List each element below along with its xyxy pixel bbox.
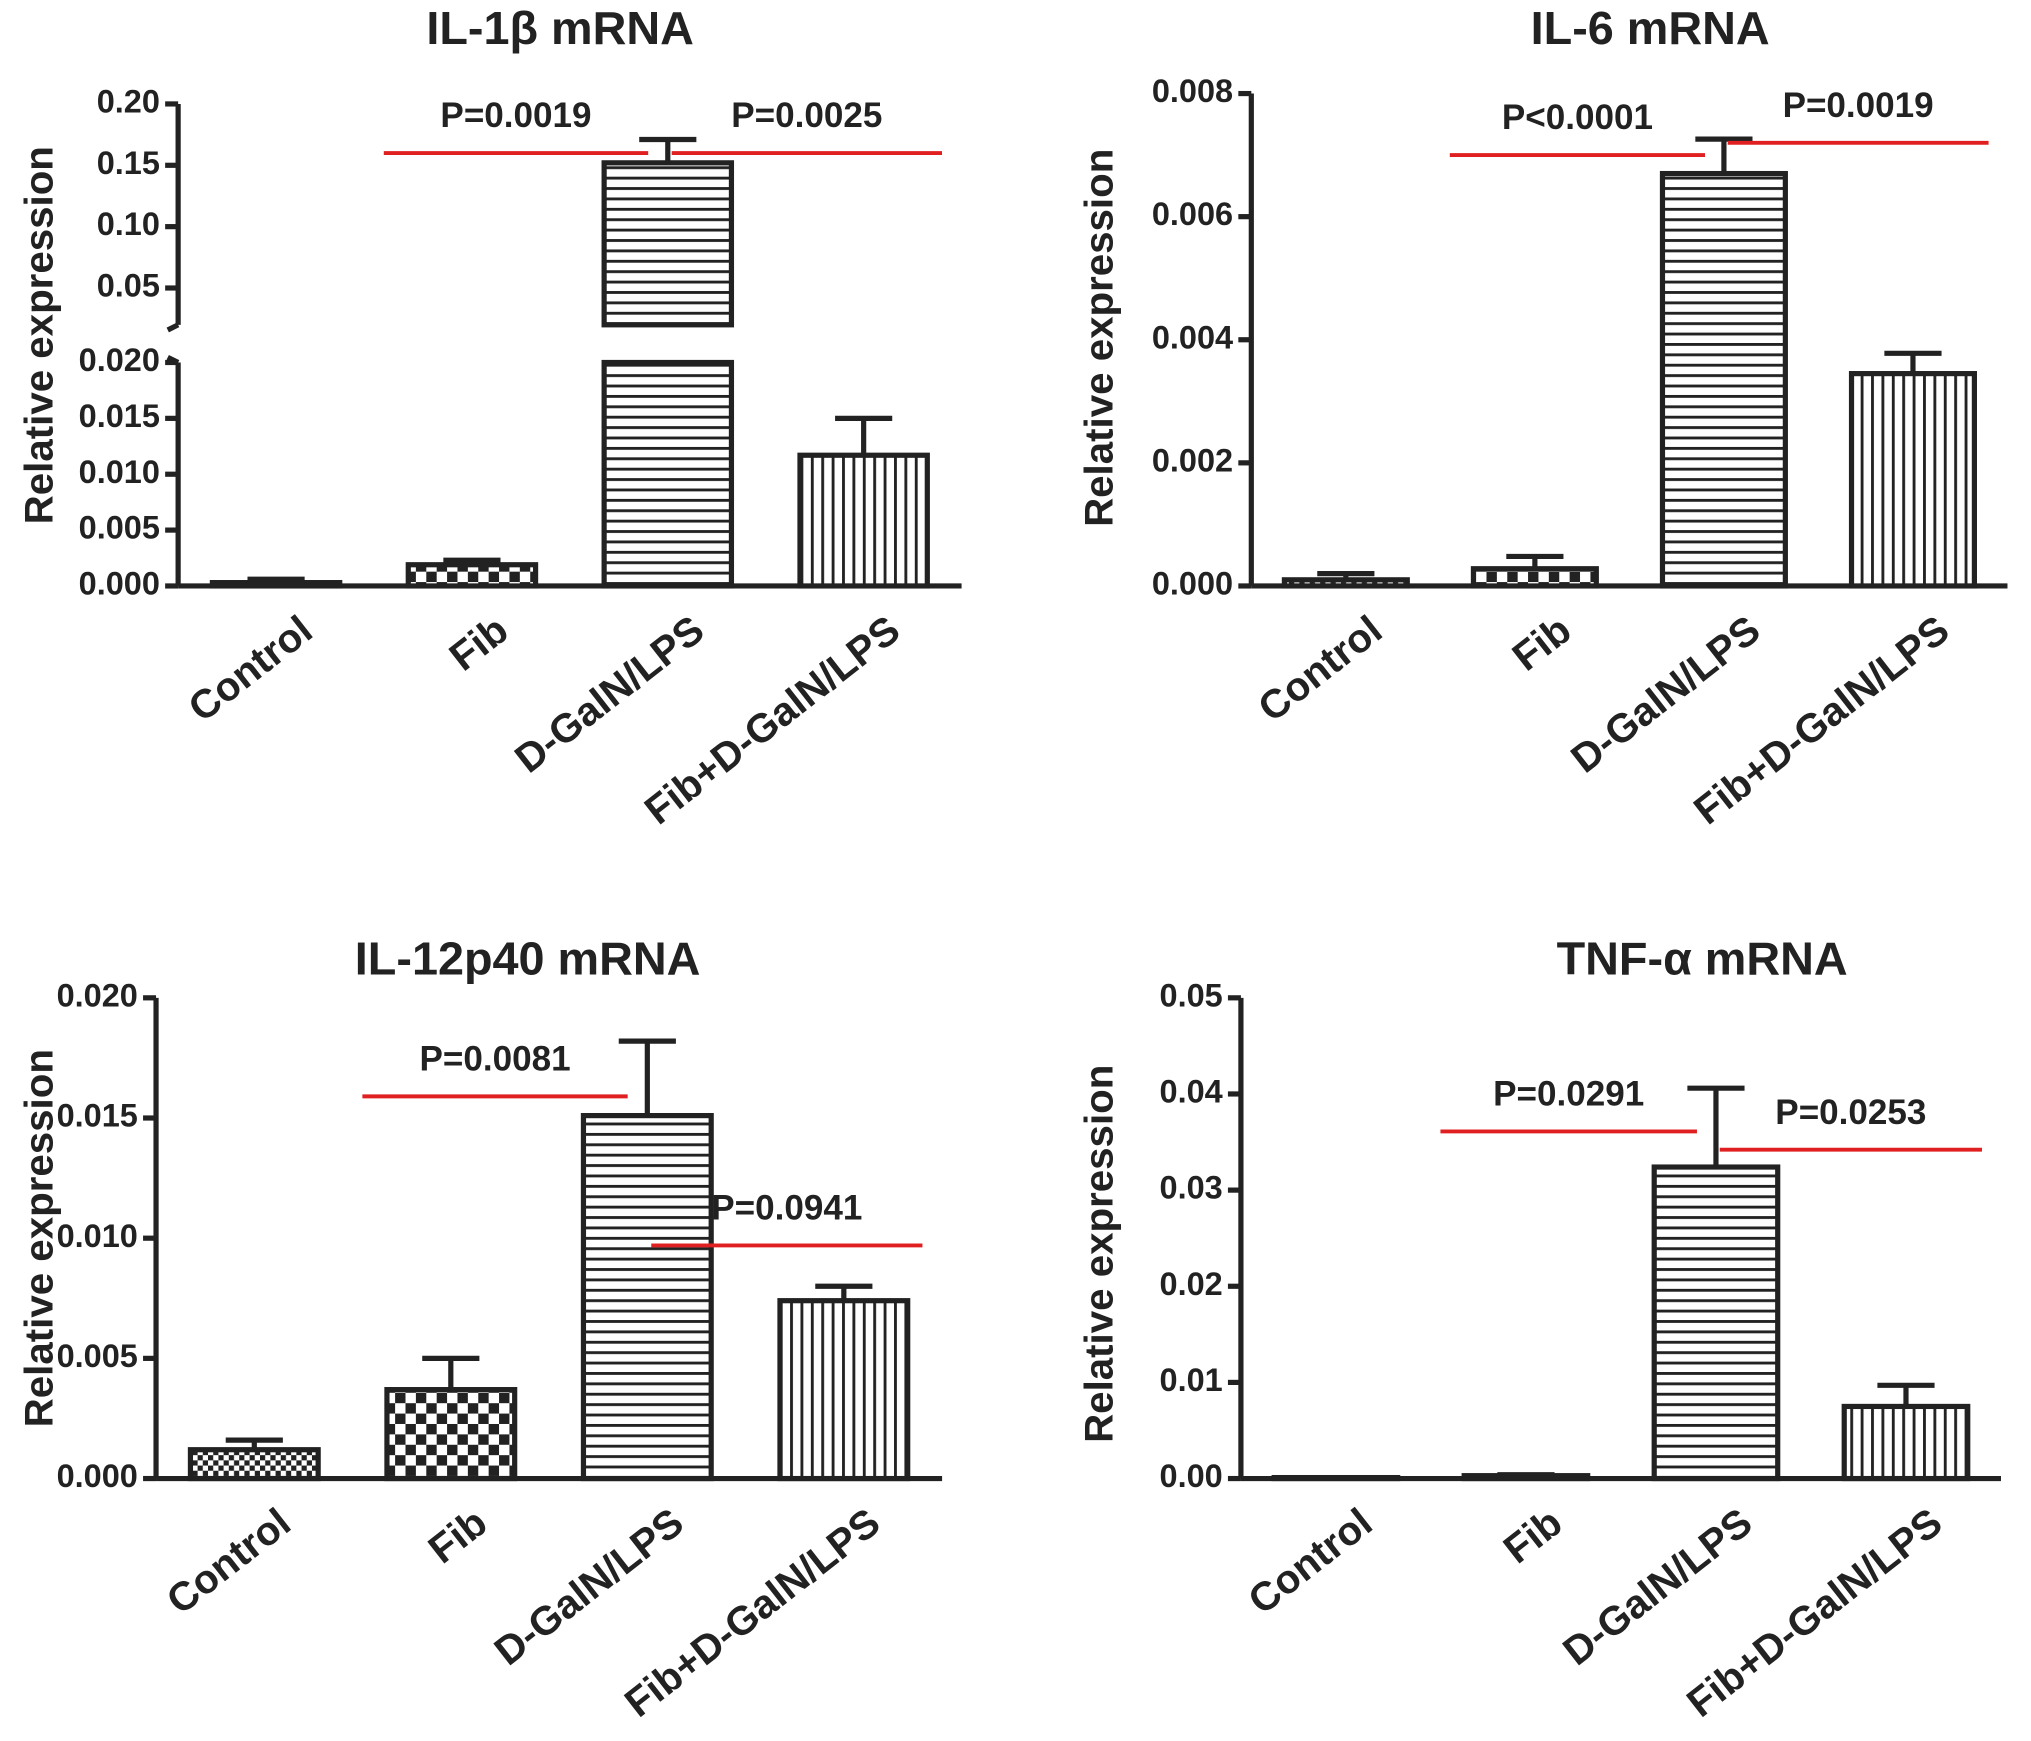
x-tick-label: Fib	[420, 1500, 495, 1573]
y-tick-label: 0.015	[57, 1098, 138, 1134]
bar	[777, 1298, 911, 1482]
y-tick-label: 0.020	[79, 342, 160, 378]
bar	[1659, 170, 1788, 589]
significance-label: P=0.0941	[711, 1188, 862, 1227]
bar	[601, 359, 735, 589]
axis-break	[166, 322, 180, 365]
y-axis-label: Relative expression	[16, 146, 61, 524]
bar	[209, 580, 343, 589]
y-tick-label: 0.000	[57, 1458, 138, 1494]
x-tick-label: Control	[1240, 1500, 1381, 1624]
y-tick-label: 0.008	[1152, 73, 1233, 109]
y-tick-label: 0.002	[1152, 442, 1233, 478]
bar	[384, 1387, 518, 1482]
bar	[797, 452, 930, 589]
y-axis-label: Relative expression	[1077, 1065, 1122, 1443]
significance-label: P<0.0001	[1502, 98, 1653, 137]
y-axis-label: Relative expression	[16, 1049, 61, 1427]
y-tick-label: 0.010	[79, 454, 160, 490]
x-tick-label: Control	[1250, 607, 1391, 731]
y-tick-label: 0.004	[1152, 319, 1233, 355]
y-tick-label: 0.000	[1152, 566, 1233, 602]
x-tick-label: D-GalN/LPS	[507, 607, 713, 782]
y-tick-label: 0.000	[79, 566, 160, 602]
chart-title: IL-1β mRNA	[426, 2, 694, 54]
y-tick-label: 0.05	[1160, 977, 1223, 1013]
y-tick-label: 0.020	[57, 977, 138, 1013]
bar	[405, 562, 539, 589]
y-tick-label: 0.04	[1160, 1074, 1223, 1110]
chart-title: IL-6 mRNA	[1531, 2, 1770, 54]
bar	[601, 160, 735, 328]
y-tick-label: 0.10	[97, 206, 160, 242]
x-tick-label: D-GalN/LPS	[1555, 1500, 1761, 1675]
x-tick-label: Control	[180, 607, 321, 731]
y-tick-label: 0.006	[1152, 196, 1233, 232]
y-tick-label: 0.010	[57, 1218, 138, 1254]
chart-title: IL-12p40 mRNA	[355, 932, 701, 984]
significance-label: P=0.0025	[731, 96, 882, 135]
y-tick-label: 0.005	[57, 1338, 138, 1374]
significance-label: P=0.0019	[1783, 86, 1934, 125]
bar	[1651, 1164, 1781, 1482]
bar	[580, 1113, 714, 1482]
y-tick-label: 0.01	[1160, 1362, 1223, 1398]
x-tick-label: D-GalN/LPS	[1563, 607, 1769, 782]
significance-label: P=0.0081	[419, 1039, 570, 1078]
bar	[1470, 566, 1599, 589]
y-tick-label: 0.005	[79, 510, 160, 546]
x-tick-label: D-GalN/LPS	[486, 1500, 692, 1675]
y-tick-label: 0.05	[97, 268, 160, 304]
significance-label: P=0.0291	[1493, 1074, 1644, 1113]
y-tick-label: 0.20	[97, 84, 160, 120]
y-tick-label: 0.03	[1160, 1170, 1223, 1206]
chart-title: TNF-α mRNA	[1557, 932, 1848, 984]
y-tick-label: 0.00	[1160, 1458, 1223, 1494]
bar	[1281, 577, 1410, 589]
y-tick-label: 0.02	[1160, 1266, 1223, 1302]
bar	[1848, 371, 1977, 589]
x-tick-label: Fib	[1495, 1500, 1570, 1573]
y-axis-label: Relative expression	[1077, 149, 1122, 527]
x-tick-label: Fib	[1504, 607, 1579, 680]
bar	[187, 1447, 321, 1482]
significance-label: P=0.0253	[1775, 1093, 1926, 1132]
x-tick-label: Control	[158, 1500, 299, 1624]
y-tick-label: 0.015	[79, 398, 160, 434]
y-tick-label: 0.15	[97, 145, 160, 181]
x-tick-label: Fib	[441, 607, 516, 680]
bar	[1841, 1403, 1971, 1482]
significance-label: P=0.0019	[440, 96, 591, 135]
